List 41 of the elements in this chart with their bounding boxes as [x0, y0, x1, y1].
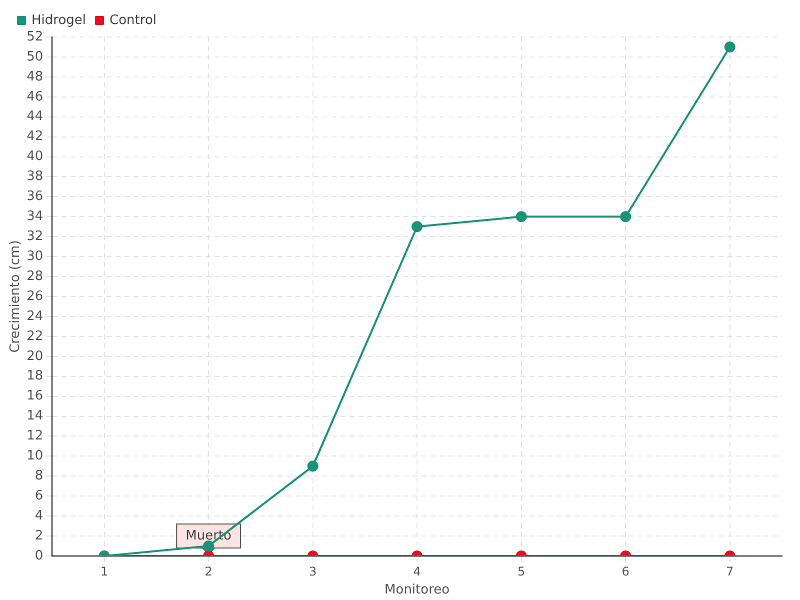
x-tick-label: 1 — [100, 564, 108, 578]
legend-label: Control — [110, 12, 157, 28]
y-tick-label: 4 — [34, 508, 44, 524]
y-tick-label: 24 — [26, 308, 44, 324]
y-tick-label: 46 — [26, 89, 44, 104]
y-tick-label: 40 — [26, 149, 44, 164]
x-tick-label: 3 — [308, 564, 317, 578]
y-tick-label: 34 — [26, 209, 44, 224]
point — [620, 211, 632, 222]
y-tick-label: 18 — [26, 368, 44, 384]
y-tick-label: 6 — [34, 488, 44, 504]
x-tick-label: 7 — [726, 564, 734, 578]
legend-label: Hidrogel — [32, 12, 86, 28]
x-tick-label: 4 — [413, 564, 421, 578]
y-tick-label: 30 — [26, 248, 44, 264]
y-tick-label: 50 — [26, 49, 44, 64]
y-axis-title: Crecimiento (cm) — [8, 240, 24, 353]
y-tick-label: 20 — [26, 348, 44, 364]
y-tick-label: 10 — [26, 448, 44, 464]
y-tick-label: 12 — [26, 428, 44, 444]
y-tick-label: 16 — [26, 388, 44, 404]
y-tick-label: 38 — [26, 169, 44, 184]
x-tick-label: 2 — [204, 564, 212, 578]
y-tick-label: 36 — [26, 189, 44, 204]
y-tick-label: 0 — [34, 548, 44, 564]
y-tick-label: 44 — [26, 109, 44, 124]
y-tick-label: 32 — [26, 228, 44, 244]
x-tick-label: 6 — [622, 564, 630, 578]
y-tick-label: 42 — [26, 129, 44, 144]
y-tick-label: 2 — [34, 528, 44, 544]
y-tick-label: 52 — [26, 29, 44, 44]
point — [516, 211, 527, 222]
y-tick-label: 8 — [34, 468, 44, 484]
y-tick-label: 26 — [26, 288, 44, 304]
y-tick-label: 28 — [26, 268, 44, 284]
x-axis-title: Monitoreo — [384, 582, 450, 598]
y-tick-label: 48 — [26, 69, 44, 84]
y-tick-label: 22 — [26, 328, 44, 344]
x-tick-label: 5 — [518, 564, 526, 578]
y-tick-label: 14 — [26, 408, 44, 424]
point — [412, 221, 423, 232]
